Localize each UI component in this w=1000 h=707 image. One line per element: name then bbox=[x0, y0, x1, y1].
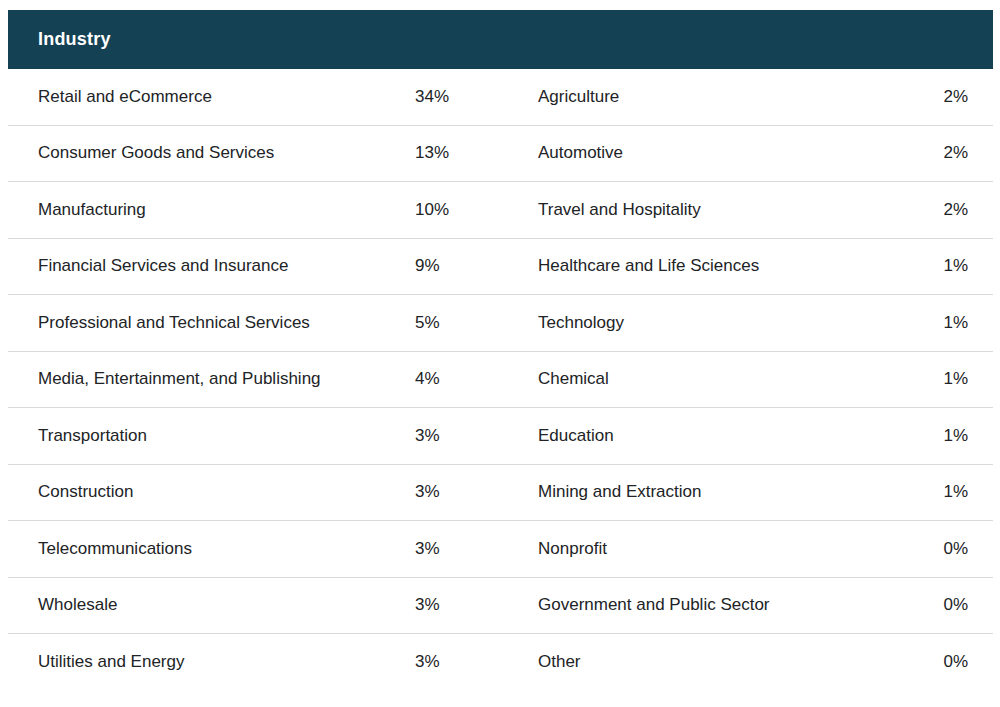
industry-percent-left: 3% bbox=[415, 595, 538, 615]
industry-percent-right: 1% bbox=[908, 482, 968, 502]
industry-name-left: Financial Services and Insurance bbox=[38, 256, 415, 276]
table-row: Transportation 3% Education 1% bbox=[8, 408, 993, 465]
table-header: Industry bbox=[8, 10, 993, 69]
industry-name-left: Telecommunications bbox=[38, 539, 415, 559]
table-row: Professional and Technical Services 5% T… bbox=[8, 295, 993, 352]
industry-percent-right: 2% bbox=[908, 143, 968, 163]
industry-name-left: Manufacturing bbox=[38, 200, 415, 220]
industry-percent-left: 3% bbox=[415, 652, 538, 672]
industry-name-left: Consumer Goods and Services bbox=[38, 143, 415, 163]
industry-percent-right: 1% bbox=[908, 369, 968, 389]
industry-percent-left: 9% bbox=[415, 256, 538, 276]
industry-percent-left: 3% bbox=[415, 426, 538, 446]
industry-percent-left: 5% bbox=[415, 313, 538, 333]
industry-name-right: Healthcare and Life Sciences bbox=[538, 256, 908, 276]
industry-percent-left: 13% bbox=[415, 143, 538, 163]
table-row: Telecommunications 3% Nonprofit 0% bbox=[8, 521, 993, 578]
industry-percent-right: 2% bbox=[908, 200, 968, 220]
industry-name-right: Travel and Hospitality bbox=[538, 200, 908, 220]
industry-percent-left: 4% bbox=[415, 369, 538, 389]
industry-percent-right: 1% bbox=[908, 313, 968, 333]
industry-name-left: Transportation bbox=[38, 426, 415, 446]
table-row: Media, Entertainment, and Publishing 4% … bbox=[8, 352, 993, 409]
industry-name-right: Mining and Extraction bbox=[538, 482, 908, 502]
industry-percent-left: 10% bbox=[415, 200, 538, 220]
industry-name-right: Nonprofit bbox=[538, 539, 908, 559]
industry-name-left: Construction bbox=[38, 482, 415, 502]
industry-name-right: Agriculture bbox=[538, 87, 908, 107]
table-row: Manufacturing 10% Travel and Hospitality… bbox=[8, 182, 993, 239]
industry-name-left: Media, Entertainment, and Publishing bbox=[38, 369, 415, 389]
industry-percent-left: 34% bbox=[415, 87, 538, 107]
table-row: Consumer Goods and Services 13% Automoti… bbox=[8, 126, 993, 183]
industry-name-left: Wholesale bbox=[38, 595, 415, 615]
industry-name-left: Utilities and Energy bbox=[38, 652, 415, 672]
table-row: Utilities and Energy 3% Other 0% bbox=[8, 634, 993, 691]
industry-percent-right: 0% bbox=[908, 539, 968, 559]
table-row: Retail and eCommerce 34% Agriculture 2% bbox=[8, 69, 993, 126]
industry-percent-right: 0% bbox=[908, 595, 968, 615]
industry-name-left: Retail and eCommerce bbox=[38, 87, 415, 107]
table-row: Financial Services and Insurance 9% Heal… bbox=[8, 239, 993, 296]
industry-percent-left: 3% bbox=[415, 482, 538, 502]
industry-name-right: Chemical bbox=[538, 369, 908, 389]
industry-percent-right: 0% bbox=[908, 652, 968, 672]
industry-percent-right: 2% bbox=[908, 87, 968, 107]
industry-name-right: Automotive bbox=[538, 143, 908, 163]
industry-name-right: Education bbox=[538, 426, 908, 446]
table-title: Industry bbox=[38, 29, 111, 50]
industry-name-right: Government and Public Sector bbox=[538, 595, 908, 615]
industry-name-right: Technology bbox=[538, 313, 908, 333]
industry-percent-right: 1% bbox=[908, 256, 968, 276]
industry-table: Industry Retail and eCommerce 34% Agricu… bbox=[8, 10, 993, 691]
table-row: Wholesale 3% Government and Public Secto… bbox=[8, 578, 993, 635]
table-row: Construction 3% Mining and Extraction 1% bbox=[8, 465, 993, 522]
industry-percent-right: 1% bbox=[908, 426, 968, 446]
industry-name-left: Professional and Technical Services bbox=[38, 313, 415, 333]
industry-name-right: Other bbox=[538, 652, 908, 672]
industry-percent-left: 3% bbox=[415, 539, 538, 559]
